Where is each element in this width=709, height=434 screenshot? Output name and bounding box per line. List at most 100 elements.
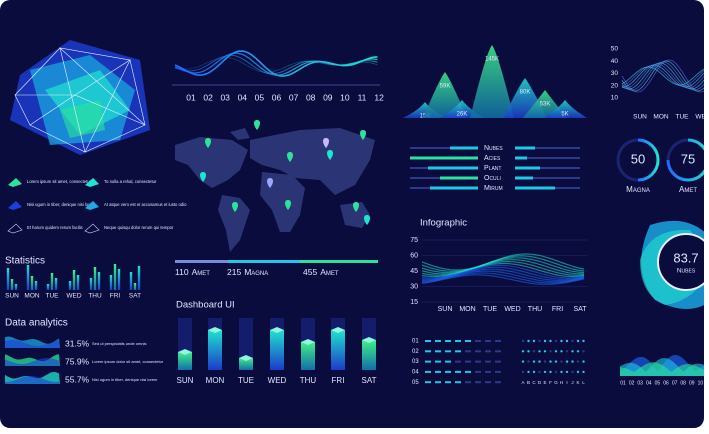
- column-label: I: [566, 380, 567, 385]
- stat-bar: [97, 272, 101, 290]
- dash: [445, 340, 451, 342]
- y-tick-label: 50: [611, 46, 619, 53]
- week-wave: [621, 66, 704, 86]
- dot: [560, 360, 563, 363]
- x-label: SUN: [438, 306, 453, 313]
- dot: [532, 370, 536, 374]
- dot: [549, 360, 552, 363]
- hbar-track: [515, 147, 580, 149]
- x-label: WED: [504, 306, 520, 313]
- dash: [435, 350, 441, 353]
- dot: [582, 339, 585, 343]
- stat-bar: [93, 267, 97, 290]
- info-wave: [421, 255, 585, 272]
- x-label: 01: [186, 92, 196, 102]
- continent: [175, 137, 248, 188]
- dot: [521, 350, 525, 353]
- dash: [445, 370, 451, 373]
- wave-line: [174, 57, 378, 73]
- dot: [549, 370, 552, 374]
- row-label: 05: [412, 380, 419, 386]
- dot: [582, 360, 585, 363]
- x-label: SAT: [573, 306, 587, 313]
- stat-bar: [26, 265, 30, 290]
- x-label: 07: [672, 380, 678, 386]
- dash: [445, 381, 451, 384]
- peak: [470, 45, 514, 118]
- column-label: D: [538, 380, 542, 385]
- continent: [218, 195, 250, 252]
- column-label: B: [527, 380, 530, 385]
- column: [331, 330, 345, 370]
- dash: [475, 350, 481, 353]
- map-pin: [285, 200, 291, 210]
- dot: [538, 350, 541, 353]
- column: [270, 330, 284, 370]
- dash: [455, 360, 461, 363]
- x-label: 10: [698, 380, 704, 386]
- column-label: G: [554, 380, 558, 385]
- stat-label: Amet: [192, 267, 211, 277]
- dot: [554, 339, 558, 343]
- x-label: MON: [459, 306, 475, 313]
- analytics-text: Lorem ipsum dolor sit amet, consectetur: [92, 359, 164, 364]
- x-label: THU: [528, 306, 542, 313]
- stat-value: 215: [227, 267, 241, 277]
- dash: [455, 350, 461, 353]
- stat-value: 455: [303, 267, 317, 277]
- legend-icon: [7, 223, 23, 234]
- x-label: 05: [655, 380, 661, 386]
- y-tick-label: 45: [410, 268, 418, 275]
- dash: [475, 360, 481, 363]
- x-label: 08: [680, 380, 686, 386]
- stat-bar: [117, 269, 121, 290]
- map-stat: 455 Amet: [303, 267, 339, 277]
- legend-text: To nulla a rehal, consectetur: [104, 179, 157, 184]
- dash: [465, 381, 471, 384]
- dot: [582, 370, 585, 374]
- hbar-fill: [430, 186, 478, 190]
- map-pin: [353, 202, 359, 212]
- legend-icon: [84, 223, 100, 234]
- day-label: FRI: [110, 293, 121, 300]
- mesh: [14, 47, 146, 153]
- x-label: TUE: [676, 114, 690, 121]
- day-label: FRI: [332, 376, 345, 385]
- dash: [425, 360, 431, 363]
- row-label: 01: [412, 339, 419, 345]
- x-label: 05: [255, 92, 265, 102]
- stat-bar: [6, 268, 10, 290]
- dot: [571, 360, 574, 363]
- stat-bar: [129, 272, 133, 290]
- x-label: TUE: [483, 306, 497, 313]
- dot: [560, 370, 563, 374]
- legend-text: Et harum quidem rerum facilis: [27, 225, 83, 230]
- y-tick-label: 40: [611, 58, 619, 65]
- hbar-label: Nubes: [484, 145, 503, 152]
- dot: [538, 370, 541, 374]
- column-label: C: [532, 380, 536, 385]
- map-pin: [323, 138, 329, 148]
- highlight-value: 83.7: [673, 250, 698, 265]
- info-wave: [421, 272, 585, 284]
- stat-bar: [109, 275, 113, 290]
- day-label: TUE: [46, 293, 60, 300]
- week-wave: [621, 59, 704, 93]
- percent: 55.7%: [65, 374, 90, 384]
- gauge-arc: [666, 138, 704, 182]
- map-pin: [287, 152, 293, 162]
- column-top: [301, 339, 315, 345]
- column-label: H: [560, 380, 563, 385]
- dot: [521, 339, 525, 343]
- x-label: 02: [629, 380, 635, 386]
- section-title: Dashboard UI: [176, 300, 235, 311]
- dot: [576, 360, 580, 363]
- day-label: SUN: [177, 376, 194, 385]
- analytics-wave: [5, 340, 60, 348]
- legend-text: Neque quisqu dolor rerum qui tempor: [104, 225, 174, 230]
- x-label: 04: [238, 92, 248, 102]
- legend-icon: [85, 201, 99, 210]
- info-wave: [421, 259, 584, 275]
- dot: [571, 350, 574, 353]
- peak-label: 59K: [440, 84, 451, 90]
